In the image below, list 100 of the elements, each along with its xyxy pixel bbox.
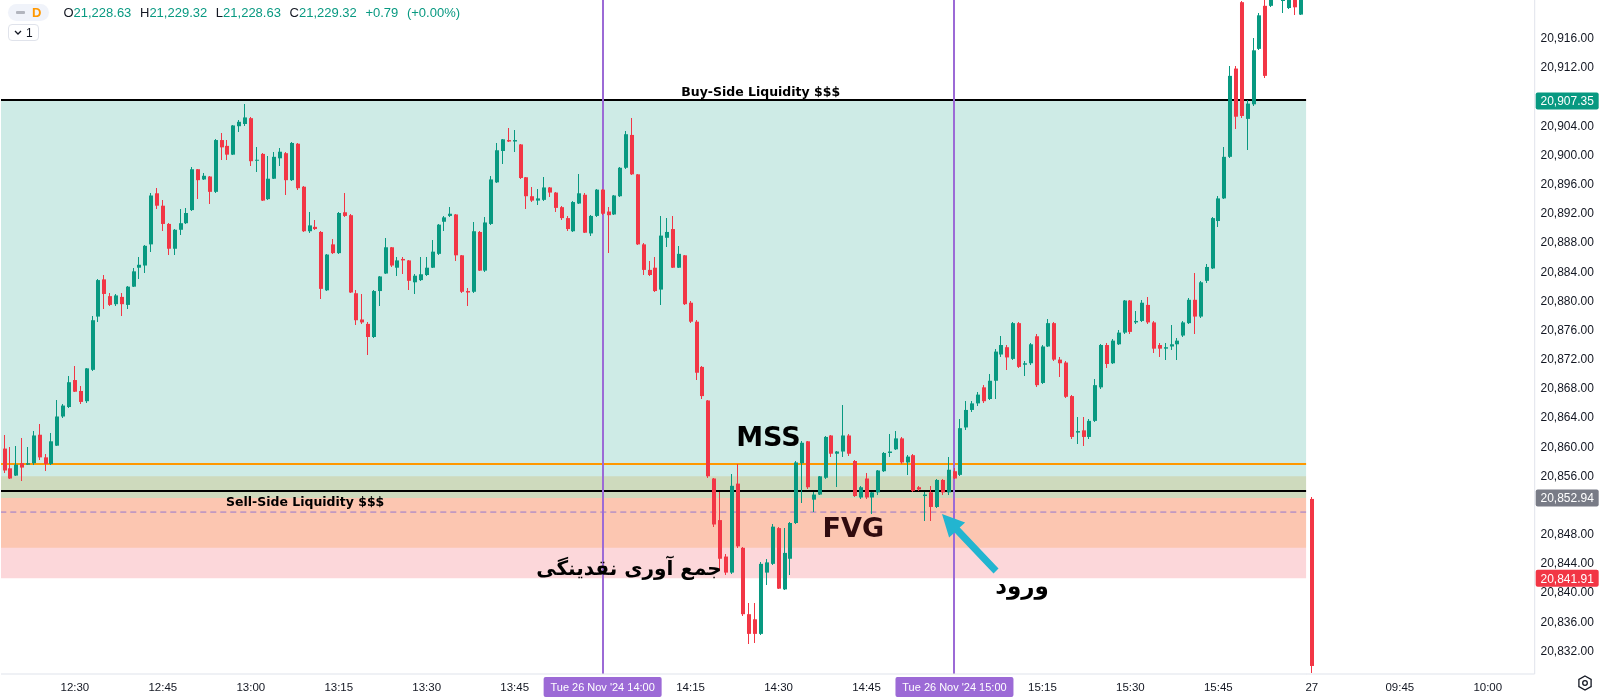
band-label: FVG <box>822 512 885 544</box>
x-tick-label: 12:30 <box>60 681 90 693</box>
candlestick <box>272 151 276 180</box>
candlestick <box>1280 0 1285 14</box>
x-tick-label: 15:30 <box>1116 681 1145 693</box>
y-tick-label: 20,872.00 <box>1540 352 1595 367</box>
x-tick-label: 27 <box>1305 680 1319 693</box>
y-tick-label: 20,907.35 <box>1540 94 1595 109</box>
candlestick <box>589 214 593 237</box>
ref-line-label: Tue 26 Nov '24 15:00 <box>902 680 1007 693</box>
candlestick <box>1186 297 1191 325</box>
candlestick <box>1192 272 1197 335</box>
ref-line-label: MSS <box>736 421 801 453</box>
x-tick-label: 13:15 <box>324 681 354 693</box>
x-tick-label: 14:30 <box>764 681 793 693</box>
candlestick <box>1110 338 1115 365</box>
x-tick-label: 15:45 <box>1203 681 1233 693</box>
candlestick <box>360 293 364 325</box>
candlestick <box>407 259 411 291</box>
y-tick-label: 20,892.00 <box>1540 206 1595 221</box>
candlestick <box>1245 99 1250 151</box>
ref-line-label: Sell-Side Liquidity $$$ <box>225 494 385 510</box>
candlestick <box>946 456 951 496</box>
candlestick <box>652 256 657 293</box>
candlestick <box>155 187 159 210</box>
candlestick <box>378 275 382 307</box>
annotation: D <box>32 4 42 20</box>
candlestick <box>664 217 669 248</box>
y-tick-label: 20,888.00 <box>1540 235 1595 250</box>
x-tick-label: 13:45 <box>500 681 530 693</box>
candlestick <box>243 103 247 127</box>
x-tick-label: 13:00 <box>236 681 266 693</box>
y-tick-label: 20,841.91 <box>1540 571 1595 586</box>
candlestick <box>1075 416 1080 445</box>
candlestick <box>196 168 200 200</box>
candlestick <box>255 146 259 173</box>
candlestick <box>343 192 347 218</box>
candlestick <box>846 433 851 457</box>
candlestick <box>928 485 933 522</box>
y-tick-label: 20,884.00 <box>1540 264 1595 279</box>
candlestick <box>143 244 147 274</box>
ref-line-label: Tue 26 Nov '24 14:00 <box>550 680 655 693</box>
candlestick <box>1004 344 1009 371</box>
candlestick <box>881 451 886 473</box>
candlestick <box>73 365 77 393</box>
y-tick-label: 20,880.00 <box>1540 293 1595 308</box>
candlestick <box>425 256 429 277</box>
candlestick <box>1045 318 1050 348</box>
candlestick <box>752 602 757 644</box>
x-tick-label: 09:45 <box>1385 680 1415 693</box>
candlestick <box>799 440 804 504</box>
y-tick-label: 20,832.00 <box>1540 643 1595 658</box>
candlestick <box>419 256 423 282</box>
y-tick-label: 20,876.00 <box>1540 322 1595 337</box>
y-tick-label: 20,856.00 <box>1540 468 1595 483</box>
x-tick-label: 14:45 <box>852 681 881 693</box>
candlestick <box>137 256 141 280</box>
status-badge: D <box>8 3 50 21</box>
y-tick-label: 20,840.00 <box>1540 585 1595 600</box>
candlestick <box>864 472 869 500</box>
candlestick <box>413 273 417 295</box>
candlestick <box>395 256 399 277</box>
y-tick-label: 20,912.00 <box>1540 60 1595 75</box>
y-tick-label: 20,864.00 <box>1540 410 1595 425</box>
candlestick <box>1104 342 1109 369</box>
y-tick-label: 20,844.00 <box>1540 556 1595 571</box>
y-tick-label: 20,836.00 <box>1540 614 1595 629</box>
y-tick-label: 20,860.00 <box>1540 439 1595 454</box>
candlestick <box>38 423 42 461</box>
candlestick <box>501 138 505 165</box>
candlestick <box>1139 299 1144 323</box>
candlestick <box>120 292 124 317</box>
candlestick <box>746 602 751 645</box>
y-tick-label: 20,848.00 <box>1540 527 1595 542</box>
toggle-button: 1 <box>8 24 39 41</box>
candlestick <box>431 239 435 269</box>
candlestick <box>1028 342 1033 366</box>
candlestick <box>987 373 992 401</box>
candlestick <box>554 191 558 213</box>
candlestick <box>1081 416 1086 447</box>
text: O21,228.63 H21,229.32 L21,228.63 C21,229.32 +0.79 (+0.00%) <box>63 4 461 20</box>
ref-line-label: Buy-Side Liquidity $$$ <box>681 83 841 99</box>
candlestick <box>893 430 898 451</box>
candlestick <box>513 129 517 153</box>
candlestick <box>963 400 968 431</box>
annotation: جمع آوری نقدینگی <box>536 555 722 580</box>
y-tick-label: 20,852.94 <box>1540 491 1595 506</box>
candlestick <box>173 228 177 256</box>
candlestick <box>179 208 183 236</box>
y-tick-label: 20,868.00 <box>1540 381 1595 396</box>
candlestick <box>266 155 270 201</box>
annotation: ورود <box>995 573 1049 601</box>
candlestick <box>542 176 546 202</box>
x-tick-label: 14:15 <box>676 681 705 693</box>
candlestick <box>764 558 769 586</box>
candlestick <box>577 173 581 205</box>
candlestick <box>688 300 693 324</box>
candlestick <box>1086 418 1091 440</box>
candlestick <box>49 432 53 466</box>
candlestick <box>840 404 845 458</box>
